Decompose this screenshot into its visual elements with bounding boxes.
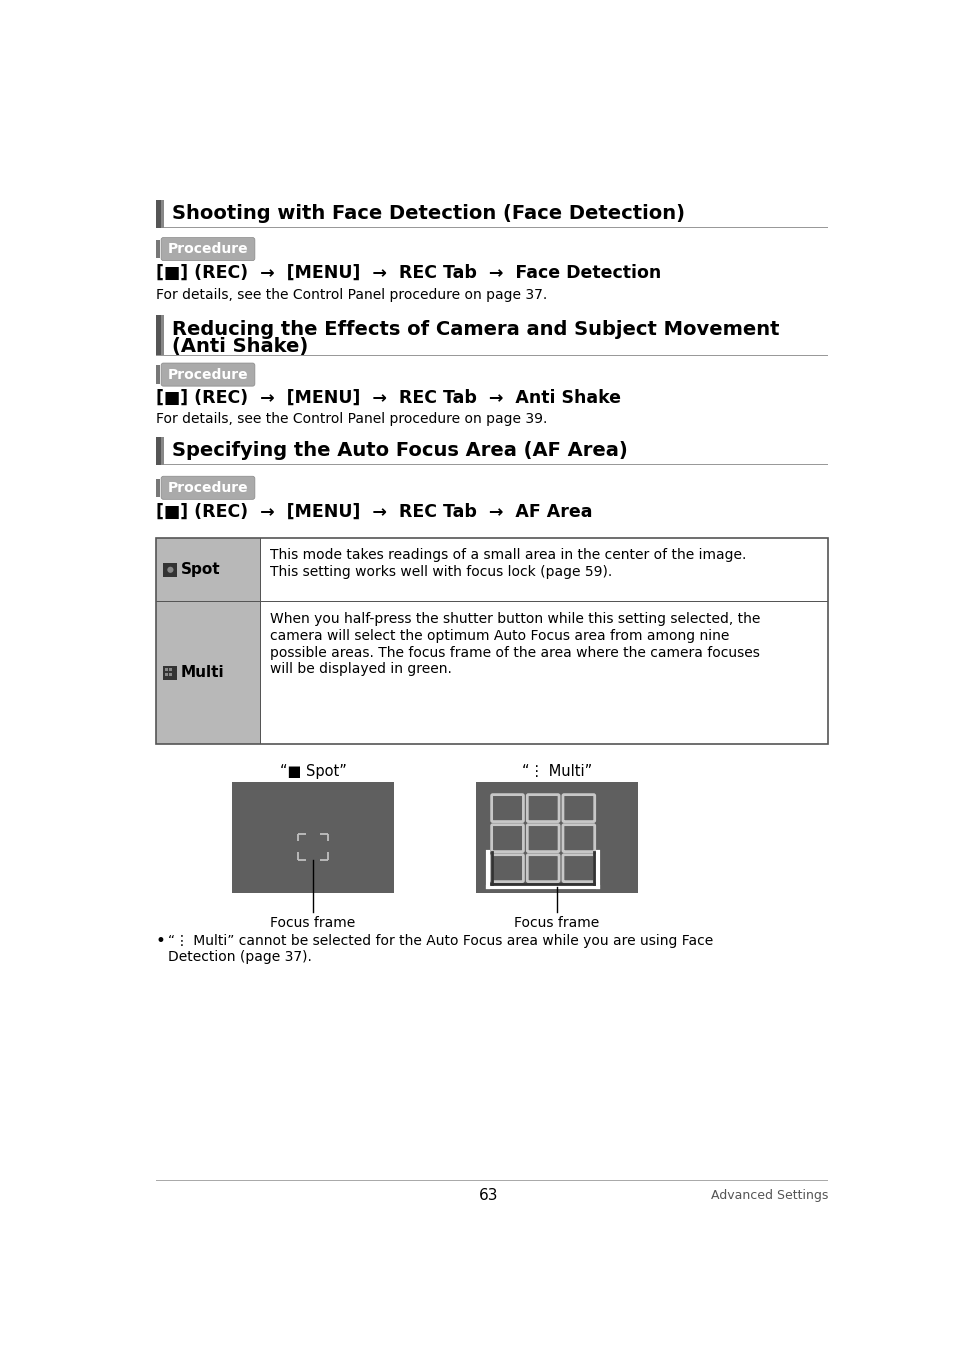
Text: [■] (REC)  →  [MENU]  →  REC Tab  →  Face Detection: [■] (REC) → [MENU] → REC Tab → Face Dete… — [155, 265, 660, 282]
Bar — [155, 537, 260, 601]
Text: This mode takes readings of a small area in the center of the image.: This mode takes readings of a small area… — [270, 548, 745, 562]
Bar — [169, 669, 172, 672]
Bar — [155, 227, 827, 228]
Bar — [163, 666, 177, 680]
Bar — [161, 315, 164, 356]
Text: camera will select the optimum Auto Focus area from among nine: camera will select the optimum Auto Focu… — [270, 628, 728, 643]
Text: When you half-press the shutter button while this setting selected, the: When you half-press the shutter button w… — [270, 612, 760, 626]
Text: Detection (page 37).: Detection (page 37). — [168, 950, 312, 965]
FancyBboxPatch shape — [161, 476, 254, 499]
Text: Multi: Multi — [180, 665, 224, 680]
Text: Advanced Settings: Advanced Settings — [710, 1189, 827, 1202]
Bar — [476, 782, 638, 893]
Bar — [155, 315, 161, 356]
Text: This setting works well with focus lock (page 59).: This setting works well with focus lock … — [270, 565, 611, 578]
Bar — [232, 782, 394, 893]
FancyBboxPatch shape — [161, 237, 254, 261]
Text: will be displayed in green.: will be displayed in green. — [270, 662, 451, 677]
Circle shape — [167, 567, 173, 573]
Text: “⋮ Multi” cannot be selected for the Auto Focus area while you are using Face: “⋮ Multi” cannot be selected for the Aut… — [168, 934, 713, 947]
Bar — [161, 199, 164, 228]
Text: Procedure: Procedure — [168, 480, 248, 495]
Text: “■ Spot”: “■ Spot” — [279, 764, 346, 779]
Bar — [169, 673, 172, 676]
Text: For details, see the Control Panel procedure on page 37.: For details, see the Control Panel proce… — [155, 288, 546, 301]
Bar — [165, 669, 168, 672]
Text: [■] (REC)  →  [MENU]  →  REC Tab  →  AF Area: [■] (REC) → [MENU] → REC Tab → AF Area — [155, 502, 592, 521]
Text: Procedure: Procedure — [168, 368, 248, 381]
Text: Spot: Spot — [180, 562, 220, 577]
Text: Shooting with Face Detection (Face Detection): Shooting with Face Detection (Face Detec… — [172, 204, 684, 223]
Bar — [155, 537, 827, 744]
Text: [■] (REC)  →  [MENU]  →  REC Tab  →  Anti Shake: [■] (REC) → [MENU] → REC Tab → Anti Shak… — [155, 388, 620, 407]
Bar — [165, 673, 168, 676]
Text: possible areas. The focus frame of the area where the camera focuses: possible areas. The focus frame of the a… — [270, 646, 759, 660]
Bar — [155, 199, 161, 228]
Bar — [163, 563, 177, 577]
Bar — [155, 479, 159, 497]
Bar — [161, 437, 164, 464]
Text: “⋮ Multi”: “⋮ Multi” — [521, 764, 592, 779]
FancyBboxPatch shape — [161, 364, 254, 387]
Text: (Anti Shake): (Anti Shake) — [172, 337, 308, 356]
Text: Procedure: Procedure — [168, 242, 248, 256]
Text: Specifying the Auto Focus Area (AF Area): Specifying the Auto Focus Area (AF Area) — [172, 441, 627, 460]
Bar — [155, 354, 827, 356]
Text: Focus frame: Focus frame — [270, 916, 355, 930]
Text: Focus frame: Focus frame — [514, 916, 599, 930]
Bar — [155, 437, 161, 464]
Bar — [155, 240, 159, 258]
Bar — [155, 601, 260, 744]
Text: 63: 63 — [478, 1187, 498, 1202]
Bar — [155, 365, 159, 384]
Bar — [260, 537, 261, 744]
Bar — [155, 464, 827, 465]
Text: Reducing the Effects of Camera and Subject Movement: Reducing the Effects of Camera and Subje… — [172, 320, 779, 339]
Text: •: • — [155, 931, 166, 950]
Text: For details, see the Control Panel procedure on page 39.: For details, see the Control Panel proce… — [155, 413, 546, 426]
